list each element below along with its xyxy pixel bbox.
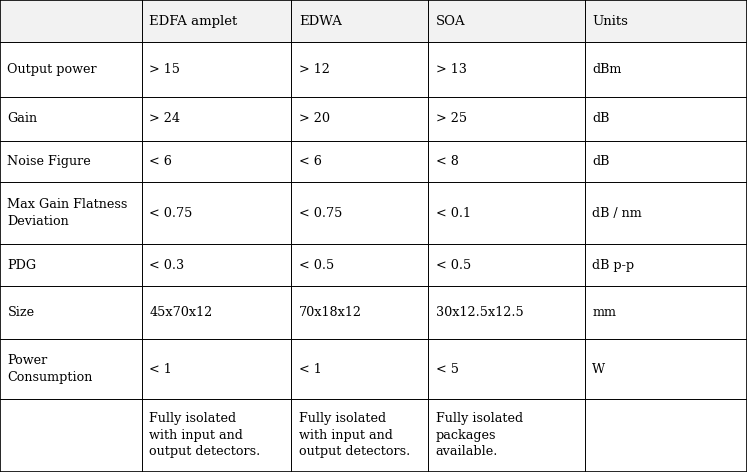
Text: < 1: < 1	[149, 362, 172, 376]
Text: < 0.5: < 0.5	[436, 259, 471, 271]
Text: 70x18x12: 70x18x12	[299, 306, 362, 320]
Text: 30x12.5x12.5: 30x12.5x12.5	[436, 306, 523, 320]
Text: < 0.5: < 0.5	[299, 259, 334, 271]
Text: > 25: > 25	[436, 112, 467, 126]
Text: dB: dB	[592, 112, 610, 126]
Text: Power
Consumption: Power Consumption	[7, 354, 93, 384]
Text: Output power: Output power	[7, 63, 97, 76]
Text: Noise Figure: Noise Figure	[7, 155, 91, 168]
Text: dB / nm: dB / nm	[592, 207, 642, 219]
Text: Fully isolated
with input and
output detectors.: Fully isolated with input and output det…	[149, 412, 261, 458]
Text: EDFA amplet: EDFA amplet	[149, 15, 238, 27]
Text: PDG: PDG	[7, 259, 37, 271]
Text: < 6: < 6	[299, 155, 322, 168]
Text: Units: Units	[592, 15, 628, 27]
Text: > 20: > 20	[299, 112, 329, 126]
Text: < 0.75: < 0.75	[149, 207, 193, 219]
Text: > 24: > 24	[149, 112, 180, 126]
Text: < 5: < 5	[436, 362, 459, 376]
Text: Fully isolated
packages
available.: Fully isolated packages available.	[436, 412, 523, 458]
Bar	[0, 0, 747, 42]
Text: > 13: > 13	[436, 63, 466, 76]
Text: Gain: Gain	[7, 112, 37, 126]
Text: < 1: < 1	[299, 362, 321, 376]
Text: 45x70x12: 45x70x12	[149, 306, 213, 320]
Text: < 0.1: < 0.1	[436, 207, 471, 219]
Text: W: W	[592, 362, 606, 376]
Text: dB p-p: dB p-p	[592, 259, 634, 271]
Text: SOA: SOA	[436, 15, 465, 27]
Text: < 6: < 6	[149, 155, 173, 168]
Text: dB: dB	[592, 155, 610, 168]
Text: Fully isolated
with input and
output detectors.: Fully isolated with input and output det…	[299, 412, 410, 458]
Text: Size: Size	[7, 306, 34, 320]
Text: EDWA: EDWA	[299, 15, 341, 27]
Text: mm: mm	[592, 306, 616, 320]
Text: < 8: < 8	[436, 155, 459, 168]
Text: < 0.3: < 0.3	[149, 259, 185, 271]
Text: dBm: dBm	[592, 63, 622, 76]
Text: > 12: > 12	[299, 63, 329, 76]
Text: Max Gain Flatness
Deviation: Max Gain Flatness Deviation	[7, 198, 128, 228]
Text: < 0.75: < 0.75	[299, 207, 342, 219]
Text: > 15: > 15	[149, 63, 180, 76]
